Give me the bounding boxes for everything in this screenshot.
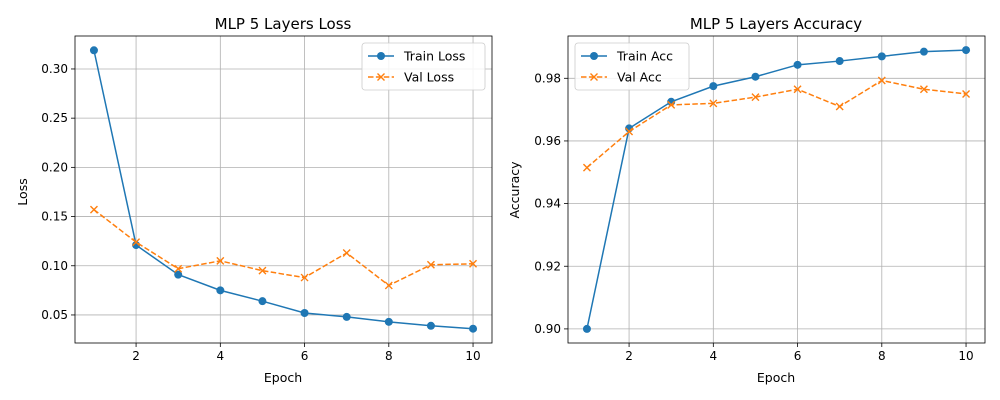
accuracy-y-tick-label: 0.92 [534,259,561,273]
accuracy-data-point [835,102,844,111]
accuracy-legend-label: Val Acc [617,70,662,85]
accuracy-x-axis-label: Epoch [757,370,795,385]
loss-data-point [132,238,141,247]
accuracy-y-tick-label: 0.90 [534,322,561,336]
loss-plot-frame [74,35,493,344]
loss-y-axis-label: Loss [15,178,30,205]
loss-data-point [342,248,351,257]
loss-data-point [216,256,225,265]
accuracy-data-point [667,100,676,109]
loss-legend-marker [377,52,385,60]
accuracy-x-tick-label: 2 [625,349,633,363]
loss-data-point [426,260,435,269]
accuracy-data-point [793,85,802,94]
loss-y-tick-label: 0.25 [41,111,68,125]
loss-x-tick-label: 2 [132,349,140,363]
accuracy-legend: Train Acc Val Acc [574,42,690,91]
loss-x-tick-label: 4 [216,349,224,363]
loss-series-val [89,205,478,290]
accuracy-legend-label: Train Acc [616,49,673,64]
accuracy-y-tick-label: 0.96 [534,134,561,148]
loss-data-point [469,324,478,333]
accuracy-data-point [919,47,928,56]
loss-data-point [384,317,393,326]
loss-data-point [426,321,435,330]
loss-y-tick-label: 0.20 [41,160,68,174]
accuracy-series-val [582,76,971,172]
accuracy-data-point [582,324,591,333]
accuracy-data-point [751,72,760,81]
accuracy-y-axis-label: Accuracy [507,161,522,219]
accuracy-data-point [709,82,718,91]
loss-y-tick-label: 0.30 [41,62,68,76]
accuracy-series-line [586,79,967,169]
accuracy-x-tick-label: 4 [709,349,717,363]
accuracy-data-point [919,85,928,94]
loss-data-point [216,286,225,295]
accuracy-data-point [793,60,802,69]
loss-series-train [89,46,478,333]
loss-data-point [300,308,309,317]
loss-chart-panel: MLP 5 Layers Loss Epoch Loss 2 4 6 8 10 0.05 0… [15,15,493,385]
accuracy-data-point [625,127,634,136]
loss-legend: Train Loss Val Loss [361,42,486,91]
accuracy-y-tick-label: 0.98 [534,71,561,85]
accuracy-chart-panel: MLP 5 Layers Accuracy Epoch Accuracy 2 4 6… [507,15,986,385]
accuracy-plot-frame [567,35,986,344]
accuracy-legend-box [574,42,690,91]
loss-data-point [89,205,98,214]
accuracy-y-tick-label: 0.94 [534,197,561,211]
accuracy-data-point [709,99,718,108]
accuracy-legend-marker [590,52,598,60]
loss-data-point [89,46,98,55]
accuracy-data-point [582,163,591,172]
loss-series-line [93,50,474,330]
accuracy-data-point [877,52,886,61]
accuracy-data-point [962,89,971,98]
accuracy-data-point [751,93,760,102]
loss-data-point [342,312,351,321]
accuracy-x-tick-label: 10 [958,349,973,363]
accuracy-series-line [586,49,967,330]
accuracy-data-point [877,76,886,85]
loss-legend-label: Val Loss [404,70,454,85]
loss-series-line [93,209,474,287]
accuracy-data-point [962,46,971,55]
loss-y-tick-label: 0.10 [41,259,68,273]
accuracy-legend-marker [590,73,598,81]
accuracy-data-point [835,57,844,66]
loss-y-tick-label: 0.15 [41,210,68,224]
loss-x-tick-label: 10 [465,349,480,363]
loss-legend-label: Train Loss [403,49,465,64]
accuracy-chart-title: MLP 5 Layers Accuracy [690,15,862,33]
loss-data-point [300,273,309,282]
accuracy-x-tick-label: 6 [794,349,802,363]
loss-x-axis-label: Epoch [264,370,302,385]
loss-data-point [384,281,393,290]
loss-chart-title: MLP 5 Layers Loss [215,15,352,33]
loss-data-point [174,264,183,273]
loss-data-point [258,297,267,306]
loss-grid [75,36,492,343]
loss-data-point [174,270,183,279]
accuracy-x-tick-label: 8 [878,349,886,363]
loss-x-tick-label: 8 [385,349,393,363]
loss-legend-marker [377,73,385,81]
loss-y-tick-label: 0.05 [41,308,68,322]
loss-data-point [469,259,478,268]
loss-x-tick-label: 6 [301,349,309,363]
loss-data-point [258,266,267,275]
loss-legend-box [361,42,486,91]
